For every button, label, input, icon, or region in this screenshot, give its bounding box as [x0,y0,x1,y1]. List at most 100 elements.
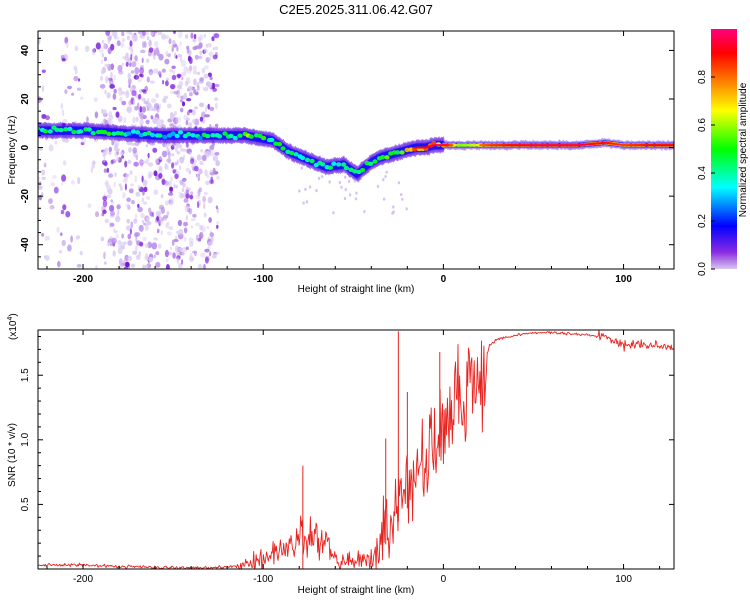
spectrogram-noise-blob [99,84,106,89]
spectrogram-noise-blob [185,77,191,85]
spectrogram-noise-blob [105,194,112,199]
spectrogram-noise-blob [167,53,171,58]
spectrogram-noise-blob [105,181,108,185]
spectrogram-noise-blob [100,75,103,81]
spectrogram-noise-blob [167,192,174,196]
spectrogram-noise-blob [141,97,146,102]
spectrogram-noise-blob [180,56,183,63]
spectrogram-noise-blob [130,53,133,61]
spectrogram-noise-blob [344,175,347,179]
spectrogram-noise-blob [204,257,209,264]
spectrogram-noise-blob [164,249,169,258]
spectrogram-ridge-core [395,150,401,155]
spectrogram-noise-blob [197,263,203,269]
spectrogram-noise-blob [160,119,164,125]
spectrogram-noise-blob [168,38,172,45]
spectrogram-noise-blob [38,37,41,45]
spectrogram-noise-blob [304,187,307,191]
spectrogram-noise-blob [164,58,170,65]
spectrogram-noise-blob [190,191,194,195]
spectrogram-noise-blob [186,111,190,116]
spectrogram-noise-blob [141,89,147,93]
spectrogram-noise-blob [151,108,157,112]
spectrogram-noise-blob [49,205,55,210]
spectrogram-noise-blob [156,49,160,57]
spectrogram-noise-blob [110,199,113,203]
spectrogram-noise-blob [128,188,134,194]
spectrogram-noise-blob [161,150,168,158]
spectrogram-noise-blob [180,107,184,113]
spectrogram-noise-blob [332,211,335,215]
spectrogram-noise-blob [76,263,82,268]
spectrogram-noise-blob [162,80,165,85]
spectrogram-noise-blob [153,189,159,196]
spectrogram-noise-blob [178,165,182,171]
spectrogram-noise-blob [86,116,89,123]
spectrogram-ridge-core [162,134,168,140]
spectrogram-noise-blob [95,42,101,50]
spectrogram-ridge-core [309,158,315,164]
spectrogram-noise-blob [125,203,130,208]
spectrogram-noise-blob [147,173,152,179]
spectrogram-noise-blob [60,209,65,215]
spectrogram-y-ticks: -40 -20 0 20 40 [20,37,674,270]
spectrogram-noise-blob [167,231,172,236]
spectrogram-noise-blob [196,173,200,178]
spectrogram-ridge-core [313,162,319,168]
spectrogram-noise-blob [150,115,154,120]
spectrogram-noise-blob [199,224,204,231]
spectrogram-noise-blob [153,254,156,259]
spectrogram-noise-blob [62,204,67,211]
spectrogram-noise-blob [107,119,113,126]
spectrogram-y-tick-label: 20 [20,93,31,105]
spectrogram-noise-blob [199,77,205,82]
spectrogram-noise-blob [119,151,124,155]
spectrogram-noise-blob [45,115,50,121]
spectrogram-noise-blob [56,226,60,234]
spectrogram-ridge-core [300,155,306,161]
spectrogram-noise-blob [77,177,81,185]
spectrogram-noise-blob [149,71,153,76]
spectrogram-noise-blob [181,76,184,81]
spectrogram-noise-blob [41,85,45,92]
spectrogram-noise-blob [114,148,120,152]
spectrogram-noise-blob [103,118,107,124]
spectrogram-noise-blob [132,34,138,42]
spectrogram-noise-blob [169,246,173,251]
spectrogram-noise-blob [172,252,176,259]
spectrogram-noise-blob [192,213,197,218]
spectrogram-noise-blob [197,85,200,91]
spectrogram-noise-blob [138,224,144,232]
spectrogram-noise-blob [170,176,173,182]
spectrogram-noise-blob [113,74,116,81]
spectrogram-noise-blob [129,170,133,176]
spectrogram-noise-blob [204,248,210,253]
spectrogram-ridge-core [237,133,243,138]
colorbar-tick-label: 0.6 [697,118,708,132]
snr-y-ticks: 0.5 1.0 1.5 [20,335,674,557]
spectrogram-noise-blob [108,151,112,155]
spectrogram-noise-blob [203,191,208,196]
spectrogram-noise-blob [163,95,169,100]
spectrogram-noise-blob [176,230,179,235]
spectrogram-noise-blob [147,152,150,159]
spectrogram-noise-blob [199,231,204,240]
spectrogram-noise-blob [164,35,170,39]
spectrogram-noise-blob [108,146,113,152]
spectrogram-noise-blob [146,217,150,221]
spectrogram-ridge-core [368,161,374,166]
spectrogram-noise-blob [122,241,127,245]
snr-y-tick-label: 1.0 [20,432,31,446]
chart-title: C2E5.2025.311.06.42.G07 [279,2,433,17]
spectrogram-noise-blob [197,153,201,161]
spectrogram-noise-blob [102,109,108,117]
spectrogram-noise-blob [363,210,366,214]
spectrogram-ridge-core [372,159,378,164]
spectrogram-noise-blob [199,50,202,56]
spectrogram-noise-blob [127,240,133,246]
spectrogram-ridge-core [343,165,349,171]
spectrogram-ridge-core [360,168,366,173]
spectrogram-noise-blob [52,175,57,179]
spectrogram-noise-blob [207,81,213,89]
